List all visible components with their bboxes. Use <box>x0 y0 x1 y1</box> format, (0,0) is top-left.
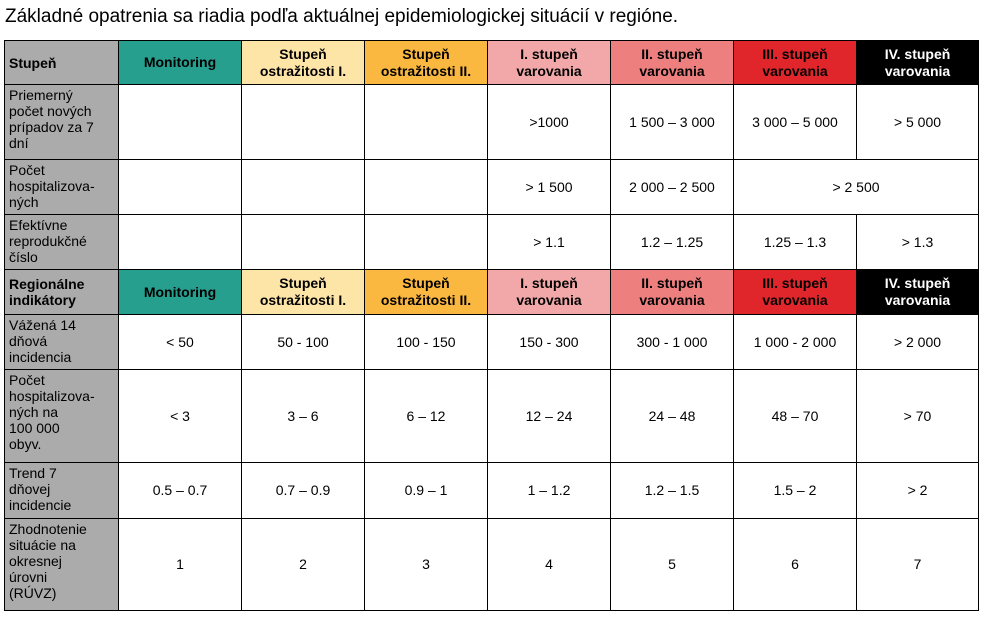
table-cell: >1000 <box>487 84 611 160</box>
level-header-varovanie-3: III. stupeň varovania <box>733 40 857 85</box>
table-row: Trend 7 dňovej incidencie 0.5 – 0.7 0.7 … <box>4 462 979 519</box>
row-label: Efektívne reprodukčné číslo <box>4 214 119 270</box>
row-label: Trend 7 dňovej incidencie <box>4 462 119 519</box>
table-cell: > 2 <box>856 462 979 519</box>
table-row: Vážená 14 dňová incidencia < 50 50 - 100… <box>4 314 979 370</box>
table-row: Počet hospitalizova- ných na 100 000 oby… <box>4 369 979 463</box>
level-header-ostrazitost-1: Stupeň ostražitosti I. <box>241 269 365 315</box>
table-cell: > 5 000 <box>856 84 979 160</box>
level-header-monitoring: Monitoring <box>118 269 242 315</box>
table-cell: 1 000 - 2 000 <box>733 314 857 370</box>
table-header-row: Regionálne indikátory Monitoring Stupeň o… <box>4 269 979 315</box>
table-cell: > 1.3 <box>856 214 979 270</box>
level-header-varovanie-4: IV. stupeň varovania <box>856 40 979 85</box>
table-cell: 1 – 1.2 <box>487 462 611 519</box>
level-header-ostrazitost-2: Stupeň ostražitosti II. <box>364 40 488 85</box>
table-row: Priemerný počet nových prípadov za 7 dní… <box>4 84 979 160</box>
table-cell <box>118 159 242 215</box>
header-label-regionalne: Regionálne indikátory <box>4 269 119 315</box>
table-cell: 1.2 – 1.25 <box>610 214 734 270</box>
table-cell: 12 – 24 <box>487 369 611 463</box>
table-cell: 1.25 – 1.3 <box>733 214 857 270</box>
table-cell: 0.7 – 0.9 <box>241 462 365 519</box>
table-cell: 2 000 – 2 500 <box>610 159 734 215</box>
table-cell-merged: > 2 500 <box>733 159 979 215</box>
header-label-stupen: Stupeň <box>4 40 119 85</box>
table-cell: 1 500 – 3 000 <box>610 84 734 160</box>
table-cell: 1.5 – 2 <box>733 462 857 519</box>
table-cell: > 1 500 <box>487 159 611 215</box>
table-cell: 0.5 – 0.7 <box>118 462 242 519</box>
table-cell <box>118 214 242 270</box>
table-header-row: Stupeň Monitoring Stupeň ostražitosti I. … <box>4 40 979 85</box>
table-cell <box>364 159 488 215</box>
table-cell: 4 <box>487 518 611 611</box>
table-row: Efektívne reprodukčné číslo > 1.1 1.2 – … <box>4 214 979 270</box>
table-cell: 150 - 300 <box>487 314 611 370</box>
level-header-varovanie-4: IV. stupeň varovania <box>856 269 979 315</box>
table-cell: > 1.1 <box>487 214 611 270</box>
table-cell: 3 – 6 <box>241 369 365 463</box>
table-cell: 0.9 – 1 <box>364 462 488 519</box>
table-cell: 1.2 – 1.5 <box>610 462 734 519</box>
level-header-varovanie-2: II. stupeň varovania <box>610 269 734 315</box>
table-cell: 300 - 1 000 <box>610 314 734 370</box>
table-cell <box>241 214 365 270</box>
row-label: Vážená 14 dňová incidencia <box>4 314 119 370</box>
table-cell: 24 – 48 <box>610 369 734 463</box>
table-cell: > 2 000 <box>856 314 979 370</box>
row-label: Zhodnotenie situácie na okresnej úrovni … <box>4 518 119 611</box>
table-cell: 100 - 150 <box>364 314 488 370</box>
table-cell: < 50 <box>118 314 242 370</box>
table-cell: 3 <box>364 518 488 611</box>
table-cell: 7 <box>856 518 979 611</box>
level-header-monitoring: Monitoring <box>118 40 242 85</box>
row-label: Priemerný počet nových prípadov za 7 dní <box>4 84 119 160</box>
level-header-varovanie-1: I. stupeň varovania <box>487 40 611 85</box>
table-cell: 2 <box>241 518 365 611</box>
table-row: Zhodnotenie situácie na okresnej úrovni … <box>4 518 979 611</box>
table-cell: 6 <box>733 518 857 611</box>
level-header-ostrazitost-1: Stupeň ostražitosti I. <box>241 40 365 85</box>
level-header-varovanie-1: I. stupeň varovania <box>487 269 611 315</box>
table-cell <box>118 84 242 160</box>
table-cell: 6 – 12 <box>364 369 488 463</box>
table-cell: 5 <box>610 518 734 611</box>
table-cell <box>364 214 488 270</box>
level-header-varovanie-3: III. stupeň varovania <box>733 269 857 315</box>
level-header-varovanie-2: II. stupeň varovania <box>610 40 734 85</box>
table-cell: 48 – 70 <box>733 369 857 463</box>
table-cell: 3 000 – 5 000 <box>733 84 857 160</box>
intro-text: Základné opatrenia sa riadia podľa aktuá… <box>5 6 679 27</box>
table-cell: > 70 <box>856 369 979 463</box>
table-cell: < 3 <box>118 369 242 463</box>
table-cell <box>241 159 365 215</box>
table-row: Počet hospitalizova- ných > 1 500 2 000 … <box>4 159 979 215</box>
table-cell <box>364 84 488 160</box>
row-label: Počet hospitalizova- ných <box>4 159 119 215</box>
table-cell: 50 - 100 <box>241 314 365 370</box>
alert-levels-table: Stupeň Monitoring Stupeň ostražitosti I. … <box>4 40 979 611</box>
table-cell: 1 <box>118 518 242 611</box>
level-header-ostrazitost-2: Stupeň ostražitosti II. <box>364 269 488 315</box>
row-label: Počet hospitalizova- ných na 100 000 oby… <box>4 369 119 463</box>
table-cell <box>241 84 365 160</box>
